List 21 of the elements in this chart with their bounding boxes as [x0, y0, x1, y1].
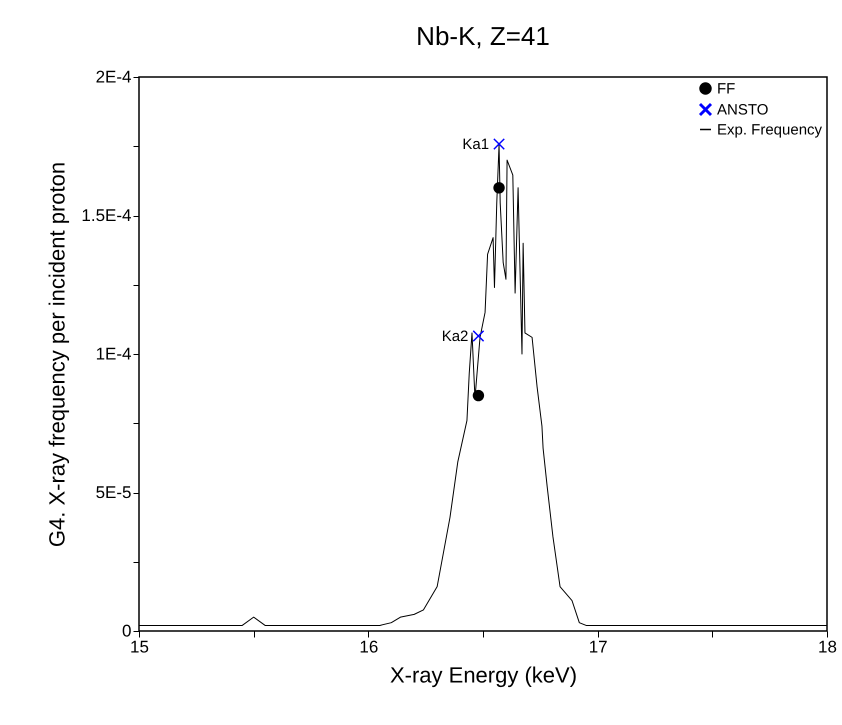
- x-tick-label: 17: [588, 638, 608, 656]
- x-tick-label: 18: [818, 638, 837, 656]
- y-tick-label: 2E-4: [96, 68, 132, 86]
- point: [472, 390, 484, 402]
- x-axis-title: X-ray Energy (keV): [390, 662, 578, 688]
- x-tick-label: 15: [130, 638, 149, 656]
- point: [472, 330, 484, 342]
- point: [493, 182, 505, 194]
- annotation: Ka2: [442, 328, 468, 345]
- y-tick-label: 1.5E-4: [81, 206, 132, 225]
- y-tick-label: 1E-4: [96, 344, 132, 364]
- legend-label: FF: [717, 80, 736, 98]
- point: [493, 138, 505, 150]
- legend-label: Exp. Frequency: [717, 122, 823, 138]
- x-tick-label: 16: [359, 638, 378, 656]
- legend-label: ANSTO: [717, 102, 768, 118]
- y-tick-label: 0: [122, 622, 132, 640]
- y-tick-label: 5E-5: [96, 483, 132, 502]
- annotation: Ka1: [462, 136, 490, 154]
- chart-title: Nb-K, Z=41: [416, 21, 550, 51]
- y-axis-title: G4. X-ray frequency per incident proton: [44, 162, 70, 548]
